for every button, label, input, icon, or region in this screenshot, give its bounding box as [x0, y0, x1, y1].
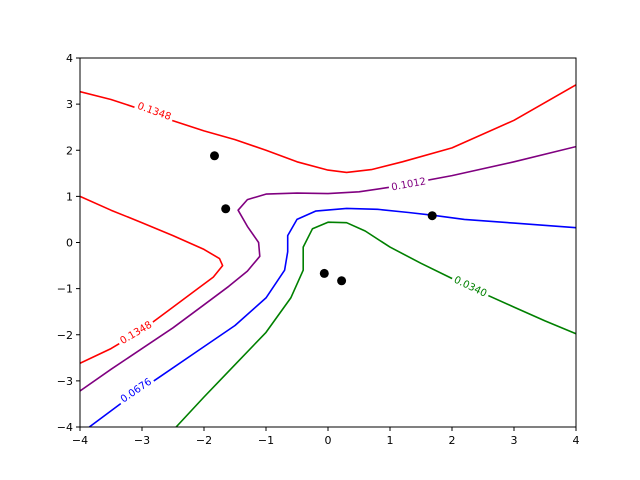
data-point-4	[337, 276, 347, 286]
y-tick-label: −4	[57, 421, 73, 434]
x-tick-label: 0	[325, 434, 332, 447]
x-tick-label: −1	[258, 434, 274, 447]
contour-label-bg	[387, 173, 430, 194]
contour-label-bg	[133, 97, 176, 124]
y-tick-label: 3	[66, 98, 73, 111]
axes: −4 −3 −2 −1 0 1 2 3 4 −4 −3 −2 −1 0 1 2 3 4	[57, 52, 580, 447]
y-tick-label: 0	[66, 237, 73, 250]
contour-line-0.1012-0	[80, 145, 576, 392]
x-tick-label: −4	[72, 434, 88, 447]
x-tick-label: −3	[134, 434, 150, 447]
y-tick-label: 2	[66, 144, 73, 157]
y-tick-label: −3	[57, 375, 73, 388]
y-tick-label: −2	[57, 329, 73, 342]
contour-label-bg	[449, 271, 492, 301]
x-tick-label: 4	[573, 434, 580, 447]
data-point-0	[210, 151, 219, 161]
x-tick-label: 2	[449, 434, 456, 447]
data-point-1	[221, 204, 231, 214]
x-tick-label: 1	[387, 434, 394, 447]
y-tick-label: 1	[66, 190, 73, 203]
x-tick-label: −2	[196, 434, 212, 447]
contour-label-bg	[115, 373, 156, 407]
contour-label-bg	[115, 316, 157, 348]
x-tick-label: 3	[511, 434, 518, 447]
y-tick-label: −1	[57, 283, 73, 296]
contour-line-0.0676-0	[88, 207, 576, 427]
data-point-2	[427, 211, 437, 221]
data-point-3	[319, 268, 329, 278]
y-tick-label: 4	[66, 52, 73, 65]
